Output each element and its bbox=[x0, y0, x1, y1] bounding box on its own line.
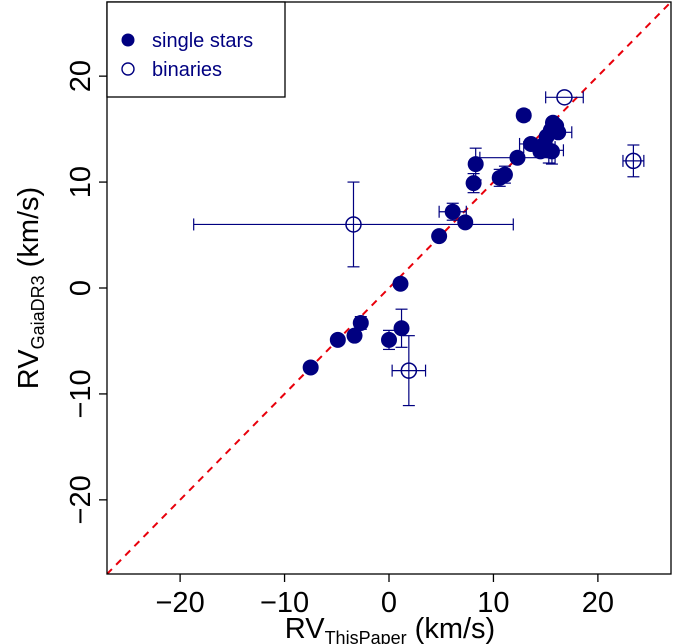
y-axis: −20 −10 0 10 20 bbox=[65, 60, 107, 524]
single-star-point bbox=[393, 320, 410, 337]
x-axis-title-space bbox=[407, 613, 415, 644]
y-axis-title-space bbox=[13, 267, 45, 275]
legend-filled-circle-icon bbox=[121, 33, 135, 47]
single-star-point bbox=[467, 156, 484, 173]
single-star-point bbox=[550, 124, 567, 141]
x-tick-label: −20 bbox=[156, 587, 205, 619]
x-axis: −20 −10 0 10 20 bbox=[156, 574, 614, 619]
x-tick-label: 0 bbox=[381, 587, 397, 619]
legend-box bbox=[106, 1, 286, 98]
single-star-point bbox=[352, 314, 369, 331]
x-axis-title-subscript: ThisPaper bbox=[325, 628, 407, 644]
y-axis-title-subscript: GaiaDR3 bbox=[28, 275, 48, 349]
single-star-point bbox=[381, 331, 397, 348]
x-tick-label: 20 bbox=[582, 587, 614, 619]
single-star-point bbox=[509, 149, 526, 166]
binary-point bbox=[400, 362, 418, 379]
single-star-point bbox=[444, 203, 461, 220]
single-star-point bbox=[346, 327, 363, 344]
single-star-point bbox=[392, 275, 409, 292]
single-star-point bbox=[431, 228, 448, 245]
single-star-point bbox=[302, 359, 319, 376]
binary-point bbox=[625, 152, 642, 170]
x-axis-title-unit: (km/s) bbox=[415, 613, 496, 644]
x-tick-label: 10 bbox=[477, 587, 509, 619]
single-star-point bbox=[457, 214, 474, 231]
point-layer bbox=[302, 89, 642, 379]
x-tick-label: −10 bbox=[260, 587, 309, 619]
single-star-point bbox=[329, 331, 346, 348]
y-axis-title-main: RV bbox=[13, 349, 45, 389]
y-axis-title: RVGaiaDR3 (km/s) bbox=[13, 187, 48, 389]
x-axis-title: RVThisPaper (km/s) bbox=[285, 613, 495, 644]
single-star-point bbox=[465, 175, 482, 192]
legend-label-single-stars: single stars bbox=[152, 30, 253, 52]
y-tick-label: −10 bbox=[65, 369, 97, 418]
y-tick-label: 0 bbox=[65, 280, 97, 296]
y-tick-label: 10 bbox=[65, 166, 97, 198]
legend-open-circle-icon bbox=[121, 62, 135, 76]
y-tick-label: −20 bbox=[65, 475, 97, 524]
single-star-point bbox=[515, 107, 532, 124]
binary-point bbox=[556, 89, 573, 106]
x-axis-title-main: RV bbox=[285, 613, 325, 644]
legend: single stars binaries bbox=[106, 1, 286, 98]
legend-label-binaries: binaries bbox=[152, 59, 222, 81]
y-axis-title-unit: (km/s) bbox=[13, 187, 45, 268]
error-bar-layer bbox=[193, 91, 645, 407]
y-tick-label: 20 bbox=[65, 60, 97, 92]
single-star-point bbox=[496, 166, 513, 183]
single-star-point bbox=[543, 143, 560, 160]
binary-point bbox=[345, 216, 362, 233]
